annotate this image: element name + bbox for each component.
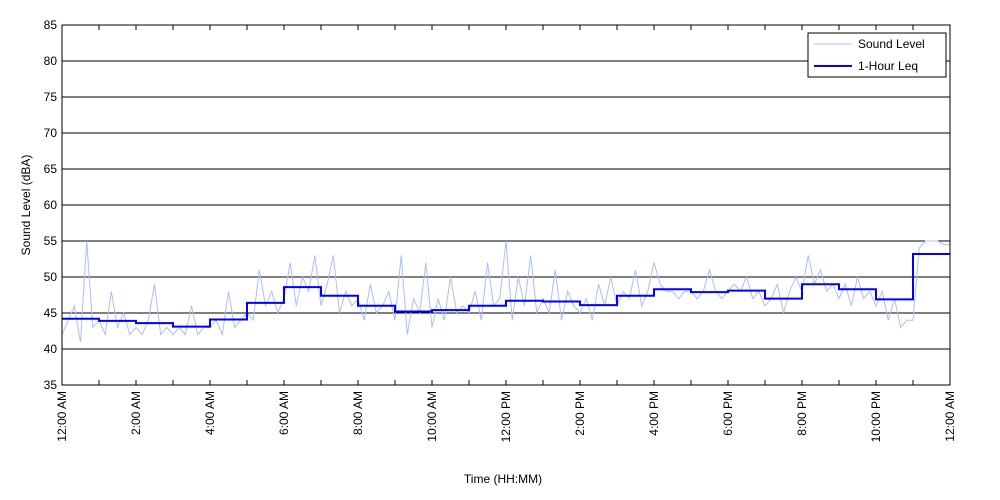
y-tick-label: 85 xyxy=(44,18,58,32)
grid-lines xyxy=(62,24,950,386)
y-tick-label: 60 xyxy=(44,198,58,212)
y-tick-label: 75 xyxy=(44,90,58,104)
y-tick-label: 35 xyxy=(44,378,58,392)
x-tick-label: 2:00 PM xyxy=(573,391,587,436)
leq-line xyxy=(62,252,950,328)
x-axis: 12:00 AM 2:00 AM 4:00 AM 6:00 AM 8:00 AM 10:0… xyxy=(55,25,957,442)
y-axis: 35 40 45 50 55 60 65 70 75 80 85 xyxy=(44,18,58,392)
legend-label-leq: 1-Hour Leq xyxy=(858,59,918,73)
legend-box xyxy=(807,32,947,78)
legend-label-sound-level: Sound Level xyxy=(858,37,925,51)
y-tick-label: 70 xyxy=(44,126,58,140)
leq-series xyxy=(62,252,950,328)
y-tick-label: 45 xyxy=(44,306,58,320)
x-tick-label: 10:00 PM xyxy=(869,391,883,442)
x-tick-label: 12:00 AM xyxy=(943,391,957,442)
x-tick-label: 10:00 AM xyxy=(425,391,439,442)
y-tick-label: 65 xyxy=(44,162,58,176)
y-axis-label: Sound Level (dBA) xyxy=(19,155,33,256)
y-tick-label: 50 xyxy=(44,270,58,284)
x-tick-label: 12:00 AM xyxy=(55,391,69,442)
x-tick-label: 12:00 PM xyxy=(499,391,513,442)
x-axis-label: Time (HH:MM) xyxy=(464,472,542,486)
x-tick-label: 4:00 AM xyxy=(203,391,217,435)
y-tick-label: 40 xyxy=(44,342,58,356)
y-tick-label: 80 xyxy=(44,54,58,68)
x-tick-label: 4:00 PM xyxy=(647,391,661,436)
y-tick-label: 55 xyxy=(44,234,58,248)
x-tick-label: 8:00 AM xyxy=(351,391,365,435)
x-tick-label: 2:00 AM xyxy=(129,391,143,435)
x-tick-label: 8:00 PM xyxy=(795,391,809,436)
legend: Sound Level 1-Hour Leq xyxy=(807,32,947,78)
x-tick-label: 6:00 AM xyxy=(277,391,291,435)
x-tick-label: 6:00 PM xyxy=(721,391,735,436)
